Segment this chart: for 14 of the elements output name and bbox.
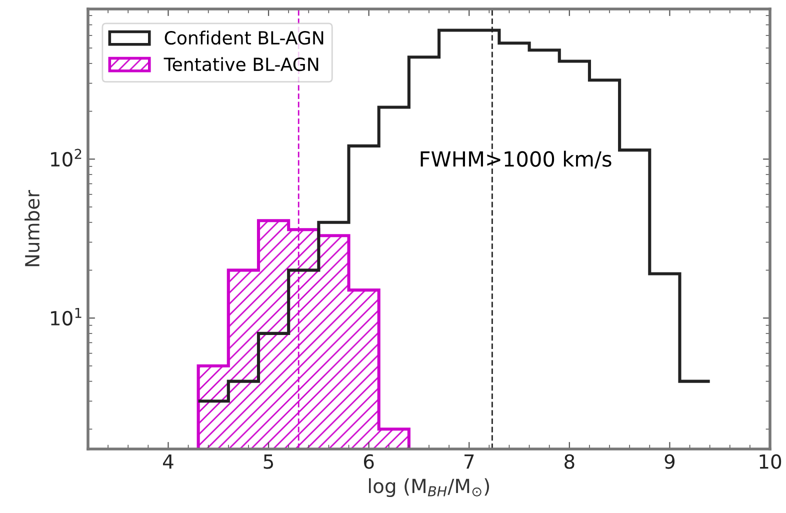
x-tick-label: 4 <box>163 454 174 469</box>
x-tick-label: 6 <box>364 454 374 469</box>
x-tick-label: 10 <box>760 454 782 469</box>
y-axis-title: Number <box>24 190 40 266</box>
x-tick-label: 8 <box>564 454 574 469</box>
annotation: FWHM>1000 km/s <box>420 150 612 168</box>
x-tick-label: 5 <box>264 454 274 469</box>
legend-label: Confident BL-AGN <box>164 30 324 45</box>
y-tick-label: 10$^{1}$ <box>51 308 82 326</box>
x-axis-title: log (M$_{BH}$/M$_{⊙}$) <box>369 478 490 498</box>
x-tick-label: 9 <box>664 454 675 469</box>
x-tick-label: 7 <box>464 454 474 469</box>
legend-label: Tentative BL-AGN <box>164 57 318 72</box>
y-tick-label: 10$^{2}$ <box>51 148 82 167</box>
